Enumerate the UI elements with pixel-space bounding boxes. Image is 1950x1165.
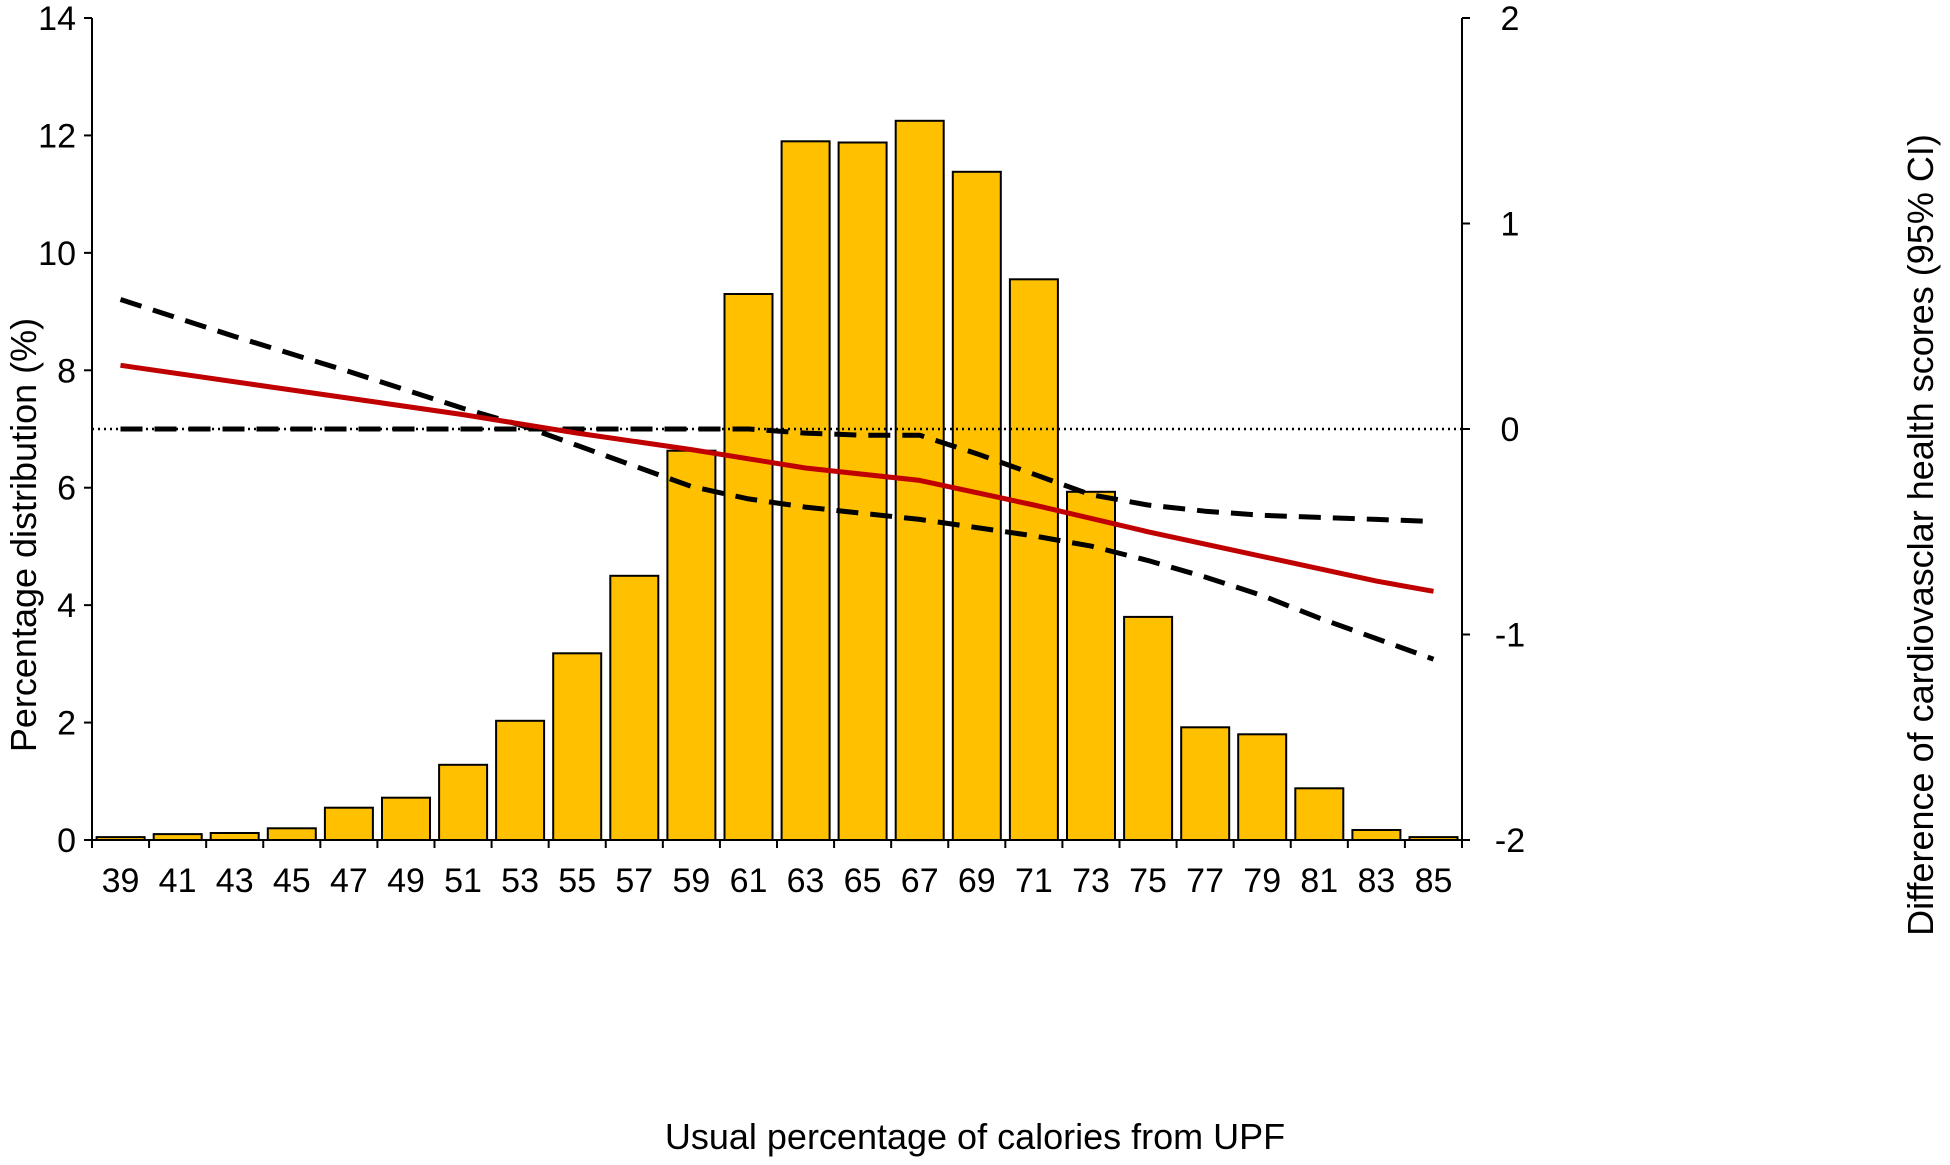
x-tick-label: 61 — [730, 862, 768, 900]
x-tick-label: 65 — [844, 862, 882, 900]
x-tick-label: 77 — [1186, 862, 1224, 900]
x-tick-label: 59 — [672, 862, 710, 900]
x-tick-label: 51 — [444, 862, 482, 900]
x-axis-title: Usual percentage of calories from UPF — [665, 1116, 1285, 1157]
x-tick-label: 79 — [1243, 862, 1281, 900]
y-axis-title: Percentage distribution (%) — [3, 318, 44, 752]
bar-49 — [381, 796, 431, 842]
bar-43 — [209, 832, 260, 841]
y-tick-label: 2 — [57, 705, 76, 743]
bar-69 — [951, 170, 1002, 842]
y-tick-label: 0 — [57, 822, 76, 860]
y-tick-label: 4 — [57, 587, 76, 625]
y-tick-label: 8 — [57, 352, 76, 390]
x-tick-label: 39 — [102, 862, 140, 900]
x-tick-label: 73 — [1072, 862, 1110, 900]
y2-tick-label: -2 — [1495, 822, 1525, 860]
bars — [95, 119, 1459, 842]
y2-tick-label: 0 — [1501, 411, 1520, 449]
y2-axis-title: Difference of cardiovasclar health score… — [1900, 134, 1941, 936]
x-tick-label: 67 — [901, 862, 939, 900]
x-tick-label: 53 — [501, 862, 539, 900]
bar-71 — [1008, 278, 1059, 841]
x-tick-label: 41 — [159, 862, 197, 900]
bar-51 — [438, 763, 489, 841]
bar-57 — [609, 574, 660, 841]
y2-tick-label: -1 — [1495, 617, 1525, 655]
x-tick-label: 85 — [1415, 862, 1453, 900]
x-tick-label: 45 — [273, 862, 311, 900]
bar-61 — [723, 293, 774, 841]
y-tick-label: 6 — [57, 470, 76, 508]
x-tick-label: 75 — [1129, 862, 1167, 900]
x-tick-label: 57 — [615, 862, 653, 900]
bar-75 — [1123, 615, 1174, 842]
x-tick-label: 47 — [330, 862, 368, 900]
x-tick-label: 83 — [1357, 862, 1395, 900]
y-tick-label: 10 — [38, 235, 76, 273]
x-tick-label: 63 — [787, 862, 825, 900]
bar-81 — [1294, 787, 1345, 841]
bar-55 — [552, 652, 603, 841]
line-upper-CI — [120, 426, 1434, 524]
bar-83 — [1351, 829, 1402, 841]
bar-59 — [666, 449, 717, 841]
line-lower-CI — [119, 297, 1435, 662]
bar-63 — [780, 140, 831, 842]
bar-77 — [1180, 726, 1231, 841]
x-tick-label: 55 — [558, 862, 596, 900]
y2-tick-label: 2 — [1501, 0, 1520, 38]
bar-79 — [1237, 733, 1288, 841]
bar-65 — [837, 141, 888, 841]
x-tick-label: 49 — [387, 862, 425, 900]
x-tick-label: 43 — [216, 862, 254, 900]
bar-47 — [323, 806, 374, 842]
axes — [84, 17, 1470, 848]
x-tick-label: 81 — [1300, 862, 1338, 900]
y-tick-label: 14 — [38, 0, 76, 38]
bar-53 — [495, 719, 546, 841]
y-tick-label: 12 — [38, 117, 76, 155]
line-estimate — [120, 362, 1434, 594]
x-tick-label: 71 — [1015, 862, 1053, 900]
bar-45 — [266, 827, 317, 841]
y2-tick-label: 1 — [1501, 206, 1520, 244]
ci-lines — [92, 297, 1462, 662]
x-tick-label: 69 — [958, 862, 996, 900]
